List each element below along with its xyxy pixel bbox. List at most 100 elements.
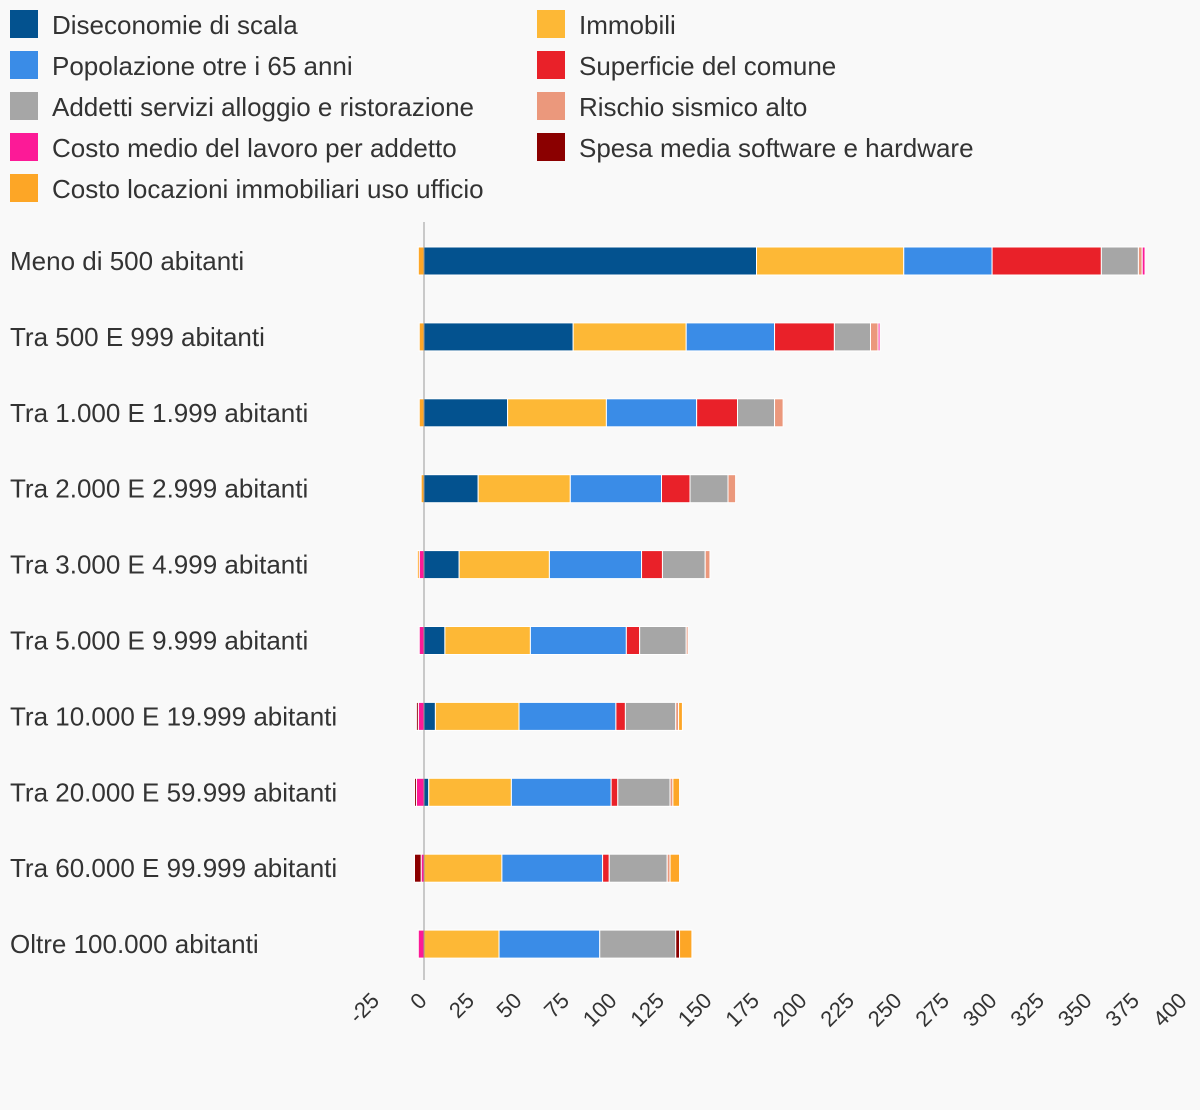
bar-segment-immobili[interactable] xyxy=(458,550,550,580)
category-label: Tra 10.000 E 19.999 abitanti xyxy=(10,701,337,731)
bar-segment-costo-medio-del-lavoro-per-addetto[interactable] xyxy=(1141,246,1146,276)
bar-segment-immobili[interactable] xyxy=(507,398,607,428)
legend-item-diseconomie-di-scala[interactable]: Diseconomie di scala xyxy=(10,10,298,40)
bar-segment-costo-locazioni-immobiliari-uso-ufficio[interactable] xyxy=(417,246,425,276)
bar-segment-costo-locazioni-immobiliari-uso-ufficio[interactable] xyxy=(669,853,681,883)
legend-label: Popolazione otre i 65 anni xyxy=(52,51,353,81)
bar-segment-popolazione-otre-i-65-anni[interactable] xyxy=(498,929,601,959)
x-tick-label: 275 xyxy=(910,988,954,1032)
bar-segment-addetti-servizi-alloggio-e-ristorazione[interactable] xyxy=(624,701,677,731)
bar-segment-diseconomie-di-scala[interactable] xyxy=(423,322,574,352)
x-tick-label: 75 xyxy=(539,988,574,1023)
bar-segment-costo-locazioni-immobiliari-uso-ufficio[interactable] xyxy=(418,398,425,428)
legend: Diseconomie di scala Popolazione otre i 6… xyxy=(10,10,974,204)
bar-segment-immobili[interactable] xyxy=(572,322,687,352)
x-tick-label: 250 xyxy=(863,988,907,1032)
bar-segment-popolazione-otre-i-65-anni[interactable] xyxy=(605,398,698,428)
bar-segment-immobili[interactable] xyxy=(428,777,512,807)
bar-row-tra-5-000-e-9-999-abitanti xyxy=(418,626,689,655)
bar-segment-superficie-del-comune[interactable] xyxy=(641,550,663,580)
legend-item-popolazione-otre-i-65-anni[interactable]: Popolazione otre i 65 anni xyxy=(10,51,353,81)
bar-segment-immobili[interactable] xyxy=(444,626,531,655)
bar-segment-addetti-servizi-alloggio-e-ristorazione[interactable] xyxy=(639,626,687,655)
bar-segment-superficie-del-comune[interactable] xyxy=(615,701,626,731)
bar-segment-costo-medio-del-lavoro-per-addetto[interactable] xyxy=(877,322,881,352)
legend-item-addetti-servizi-alloggio-e-ristorazione[interactable]: Addetti servizi alloggio e ristorazione xyxy=(10,92,474,122)
bar-segment-costo-locazioni-immobiliari-uso-ufficio[interactable] xyxy=(418,322,425,352)
bar-segment-diseconomie-di-scala[interactable] xyxy=(423,246,757,276)
legend-item-costo-medio-del-lavoro-per-addetto[interactable]: Costo medio del lavoro per addetto xyxy=(10,133,457,163)
bar-segment-superficie-del-comune[interactable] xyxy=(661,474,691,504)
bar-segment-rischio-sismico-alto[interactable] xyxy=(1137,246,1143,276)
bar-segment-immobili[interactable] xyxy=(756,246,905,276)
bar-segment-diseconomie-di-scala[interactable] xyxy=(423,777,430,807)
bar-segment-popolazione-otre-i-65-anni[interactable] xyxy=(685,322,776,352)
legend-item-spesa-media-software-e-hardware[interactable]: Spesa media software e hardware xyxy=(537,133,974,163)
bar-segment-spesa-media-software-e-hardware[interactable] xyxy=(414,777,417,807)
legend-item-rischio-sismico-alto[interactable]: Rischio sismico alto xyxy=(537,92,807,122)
bar-segment-costo-medio-del-lavoro-per-addetto[interactable] xyxy=(418,550,425,580)
bar-segment-addetti-servizi-alloggio-e-ristorazione[interactable] xyxy=(737,398,776,428)
bar-segment-superficie-del-comune[interactable] xyxy=(774,322,835,352)
legend-label: Superficie del comune xyxy=(579,51,836,81)
bar-segment-popolazione-otre-i-65-anni[interactable] xyxy=(510,777,612,807)
x-tick-label: 100 xyxy=(578,988,622,1032)
bar-segment-costo-locazioni-immobiliari-uso-ufficio[interactable] xyxy=(672,777,681,807)
bar-segment-diseconomie-di-scala[interactable] xyxy=(423,474,479,504)
legend-label: Rischio sismico alto xyxy=(579,92,807,122)
bar-segment-rischio-sismico-alto[interactable] xyxy=(685,626,689,655)
bar-segment-superficie-del-comune[interactable] xyxy=(625,626,641,655)
bar-segment-costo-locazioni-immobiliari-uso-ufficio[interactable] xyxy=(416,550,420,580)
bar-segment-rischio-sismico-alto[interactable] xyxy=(774,398,784,428)
bar-segment-diseconomie-di-scala[interactable] xyxy=(423,626,446,655)
bar-segment-costo-medio-del-lavoro-per-addetto[interactable] xyxy=(415,777,425,807)
bar-segment-rischio-sismico-alto[interactable] xyxy=(870,322,879,352)
bar-segment-rischio-sismico-alto[interactable] xyxy=(727,474,737,504)
bar-segment-popolazione-otre-i-65-anni[interactable] xyxy=(548,550,643,580)
bar-segment-costo-locazioni-immobiliari-uso-ufficio[interactable] xyxy=(679,929,693,959)
bar-segment-addetti-servizi-alloggio-e-ristorazione[interactable] xyxy=(1100,246,1139,276)
bar-segment-spesa-media-software-e-hardware[interactable] xyxy=(415,701,419,731)
bar-segment-diseconomie-di-scala[interactable] xyxy=(423,701,436,731)
bar-segment-popolazione-otre-i-65-anni[interactable] xyxy=(529,626,627,655)
category-label: Tra 1.000 E 1.999 abitanti xyxy=(10,398,308,428)
bar-segment-immobili[interactable] xyxy=(434,701,520,731)
legend-label: Diseconomie di scala xyxy=(52,10,298,40)
legend-item-superficie-del-comune[interactable]: Superficie del comune xyxy=(537,51,836,81)
bar-segment-superficie-del-comune[interactable] xyxy=(610,777,619,807)
bar-segment-popolazione-otre-i-65-anni[interactable] xyxy=(501,853,604,883)
bar-segment-costo-medio-del-lavoro-per-addetto[interactable] xyxy=(418,626,425,655)
bar-segment-popolazione-otre-i-65-anni[interactable] xyxy=(518,701,617,731)
bar-segment-costo-medio-del-lavoro-per-addetto[interactable] xyxy=(417,701,425,731)
bar-segment-addetti-servizi-alloggio-e-ristorazione[interactable] xyxy=(661,550,706,580)
category-label: Tra 60.000 E 99.999 abitanti xyxy=(10,853,337,883)
bar-segment-rischio-sismico-alto[interactable] xyxy=(704,550,711,580)
bar-segment-popolazione-otre-i-65-anni[interactable] xyxy=(569,474,662,504)
bar-segment-spesa-media-software-e-hardware[interactable] xyxy=(675,929,681,959)
x-tick-label: 150 xyxy=(673,988,717,1032)
x-tick-label: 325 xyxy=(1005,988,1049,1032)
bar-segment-superficie-del-comune[interactable] xyxy=(602,853,610,883)
bar-segment-addetti-servizi-alloggio-e-ristorazione[interactable] xyxy=(833,322,872,352)
bar-segment-addetti-servizi-alloggio-e-ristorazione[interactable] xyxy=(599,929,677,959)
bar-segment-addetti-servizi-alloggio-e-ristorazione[interactable] xyxy=(608,853,668,883)
bar-segment-spesa-media-software-e-hardware[interactable] xyxy=(414,853,422,883)
bar-segment-costo-locazioni-immobiliari-uso-ufficio[interactable] xyxy=(678,701,683,731)
bar-segment-immobili[interactable] xyxy=(423,853,503,883)
bar-segment-costo-medio-del-lavoro-per-addetto[interactable] xyxy=(417,929,425,959)
legend-item-costo-locazioni-immobiliari-uso-ufficio[interactable]: Costo locazioni immobiliari uso ufficio xyxy=(10,174,484,204)
bar-segment-immobili[interactable] xyxy=(423,929,500,959)
legend-swatch xyxy=(10,92,38,120)
category-label: Tra 3.000 E 4.999 abitanti xyxy=(10,550,308,580)
bar-segment-addetti-servizi-alloggio-e-ristorazione[interactable] xyxy=(689,474,729,504)
x-tick-label: 125 xyxy=(625,988,669,1032)
bar-segment-addetti-servizi-alloggio-e-ristorazione[interactable] xyxy=(617,777,671,807)
bar-segment-superficie-del-comune[interactable] xyxy=(991,246,1102,276)
x-tick-label: 200 xyxy=(768,988,812,1032)
bar-segment-diseconomie-di-scala[interactable] xyxy=(423,398,509,428)
bar-segment-popolazione-otre-i-65-anni[interactable] xyxy=(903,246,993,276)
bar-segment-diseconomie-di-scala[interactable] xyxy=(423,550,460,580)
bar-segment-immobili[interactable] xyxy=(477,474,571,504)
bar-segment-superficie-del-comune[interactable] xyxy=(696,398,739,428)
legend-item-immobili[interactable]: Immobili xyxy=(537,10,676,40)
